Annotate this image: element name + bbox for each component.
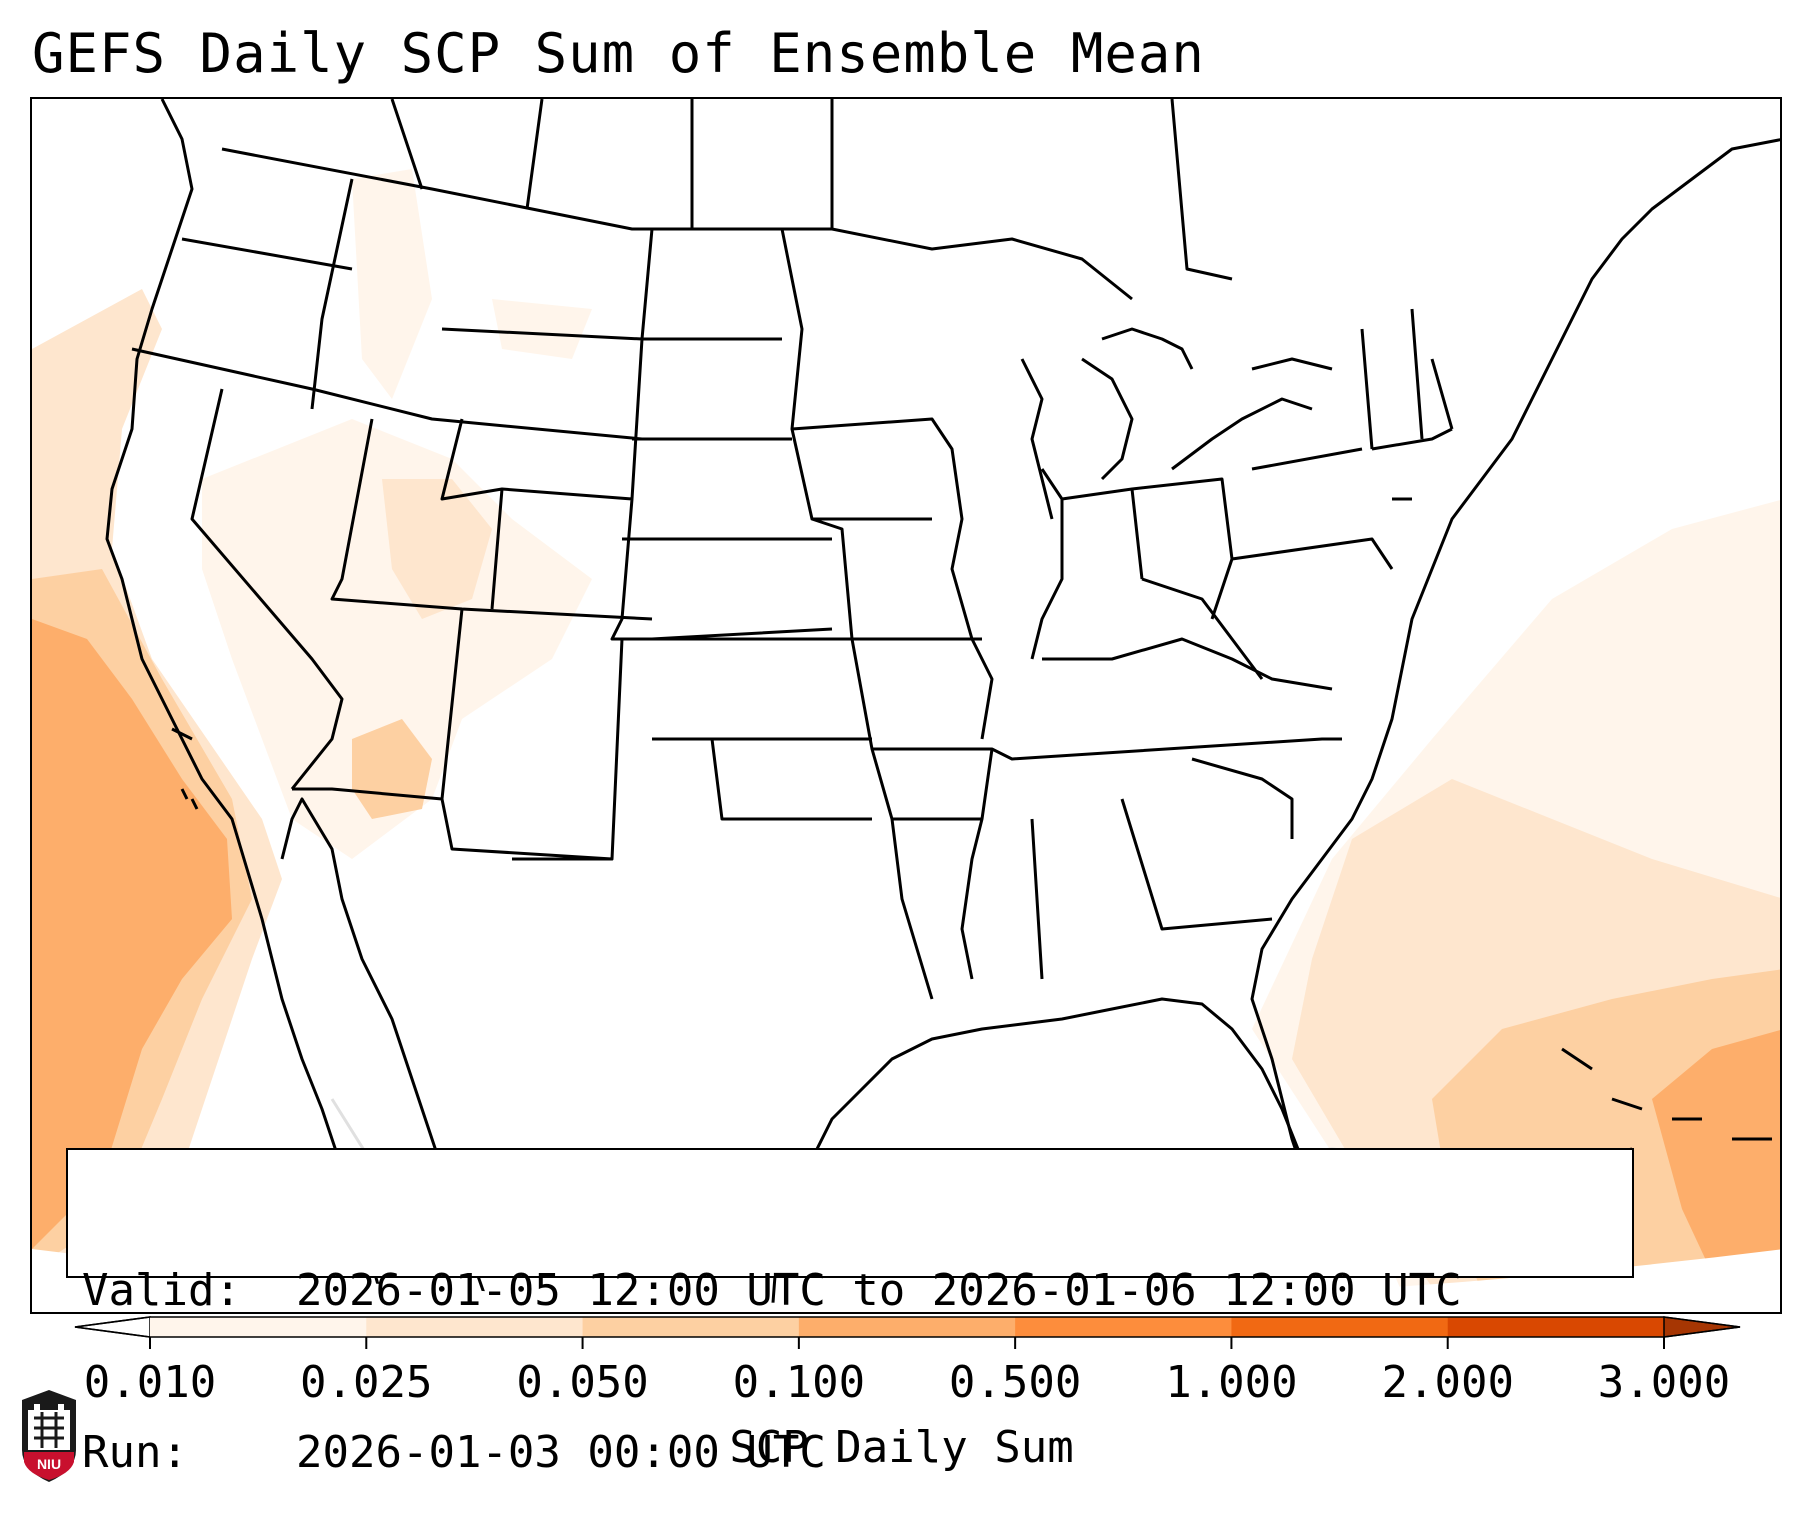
colorbar-tick-label: 3.000 xyxy=(1597,1357,1731,1408)
colorbar-tick-label: 0.050 xyxy=(516,1357,649,1408)
east-coastline xyxy=(1250,138,1780,1200)
colorbar xyxy=(74,1316,1741,1349)
colorbar-tick-label: 1.000 xyxy=(1165,1357,1298,1408)
state-lines-southwest xyxy=(292,608,624,861)
scp-shade-utah xyxy=(382,479,492,619)
canada-border xyxy=(221,147,1133,301)
colorbar-tick-label: 0.025 xyxy=(300,1357,433,1408)
valid-label: Valid: xyxy=(82,1265,241,1316)
boundary-lines xyxy=(105,99,1780,1312)
colorbar-tick-label: 0.010 xyxy=(83,1357,217,1408)
colorbar-segment xyxy=(1231,1317,1449,1337)
logo-text: NIU xyxy=(37,1456,61,1472)
colorbar-segment xyxy=(582,1317,800,1337)
colorbar-segment xyxy=(1447,1317,1665,1337)
scp-shade-west-strong xyxy=(32,619,232,1249)
colorbar-tick-label: 0.500 xyxy=(948,1357,1082,1408)
state-lines-northeast xyxy=(1251,308,1454,501)
colorbar-tick-label: 2.000 xyxy=(1381,1357,1514,1408)
state-lines-ohio-valley xyxy=(1030,468,1394,839)
run-label: Run: xyxy=(82,1427,188,1478)
map-title: GEFS Daily SCP Sum of Ensemble Mean xyxy=(32,22,1205,85)
colorbar-segment xyxy=(1015,1317,1232,1337)
colorbar-under-arrow xyxy=(74,1316,151,1338)
scp-shade-north-rockies xyxy=(352,169,432,399)
west-coastline xyxy=(105,99,388,1312)
map-bottom-edge xyxy=(32,1249,1780,1312)
canada-province-lines xyxy=(390,99,1233,281)
colorbar-tick-label: 0.100 xyxy=(732,1357,866,1408)
run-text: 2026-01-03 00:00 UTC xyxy=(296,1427,826,1478)
niu-logo: NIU xyxy=(22,1390,76,1482)
state-lines-east-central xyxy=(791,417,1342,980)
great-lakes xyxy=(1020,327,1333,520)
colorbar-label: SCP Daily Sum xyxy=(729,1422,1074,1473)
map-panel xyxy=(30,97,1782,1314)
scp-shade-montana xyxy=(492,299,592,359)
scp-shade-great-basin xyxy=(202,419,592,859)
colorbar-segment xyxy=(798,1317,1016,1337)
colorbar-over-arrow xyxy=(1663,1316,1741,1338)
pacific-islands xyxy=(171,727,199,810)
scp-shade-east-core xyxy=(1652,1030,1780,1312)
colorbar-segment xyxy=(150,1317,367,1337)
state-lines-central xyxy=(612,227,934,1000)
valid-text: 2026-01-05 12:00 UTC to 2026-01-06 12:00… xyxy=(296,1265,1462,1316)
colorbar-segment xyxy=(366,1317,584,1337)
validity-info-box: Valid: 2026-01-05 12:00 UTC to 2026-01-06… xyxy=(66,1148,1634,1478)
